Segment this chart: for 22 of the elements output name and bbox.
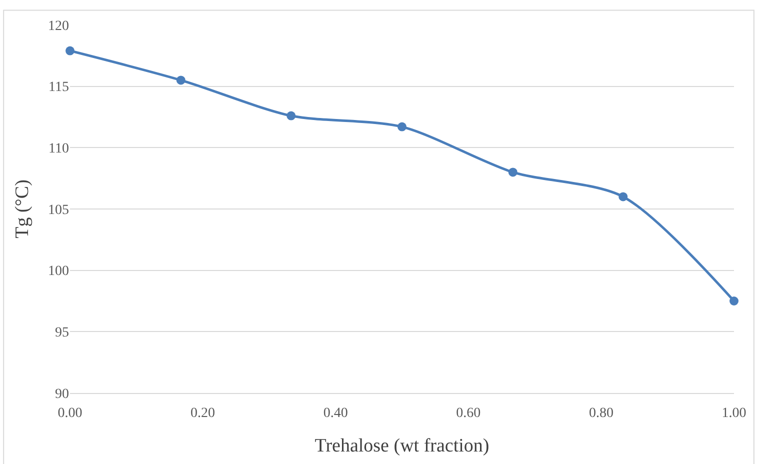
y-tick-label: 105 — [48, 202, 69, 218]
point — [286, 111, 296, 120]
x-tick-label: 0.20 — [190, 406, 216, 421]
point — [618, 192, 628, 202]
point — [66, 46, 74, 56]
x-tick-label: 0.80 — [588, 406, 614, 421]
y-tick-label: 90 — [55, 386, 69, 402]
point — [398, 122, 406, 132]
point — [508, 168, 518, 177]
y-tick-label: 100 — [48, 264, 69, 280]
x-axis-title: Trehalose (wt fraction) — [314, 436, 490, 457]
y-axis-title: Tg (°C) — [12, 180, 33, 238]
y-tick-label: 95 — [55, 326, 69, 341]
y-tick-label: 120 — [48, 18, 69, 34]
x-tick-label: 0.60 — [456, 406, 481, 421]
x-tick-label: 1.00 — [722, 406, 746, 421]
y-tick-label: 115 — [48, 80, 69, 96]
x-tick-label: 0.00 — [58, 406, 82, 421]
y-tick-label: 110 — [48, 142, 69, 157]
x-tick-label: 0.40 — [323, 406, 348, 421]
point — [730, 296, 738, 306]
point — [176, 76, 186, 85]
